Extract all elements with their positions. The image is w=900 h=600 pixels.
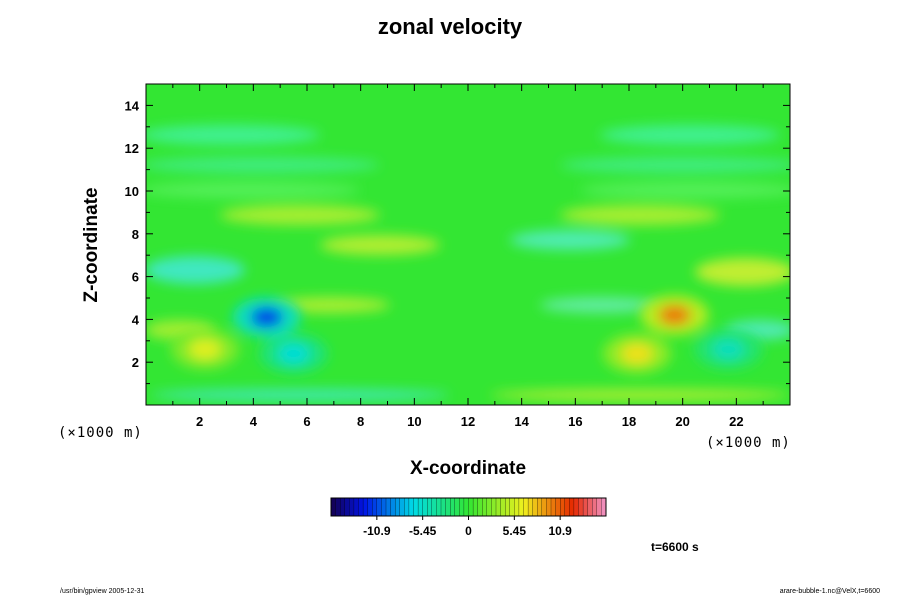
- y-tick-label: 10: [125, 184, 139, 199]
- x-tick-label: 2: [196, 414, 203, 429]
- colorbar-cell: [436, 497, 442, 517]
- colorbar-cell: [514, 497, 520, 517]
- velocity-feature: [250, 307, 283, 328]
- colorbar-cell: [463, 497, 469, 517]
- field-texture: [146, 125, 790, 401]
- colorbar-cell: [555, 497, 561, 517]
- footer-command: /usr/bin/gpview 2005-12-31: [60, 588, 145, 595]
- colorbar-cell: [459, 497, 465, 517]
- velocity-feature: [712, 339, 745, 360]
- colorbar-cell: [358, 497, 364, 517]
- y-tick-label: 4: [132, 312, 140, 327]
- colorbar-cell: [450, 497, 456, 517]
- velocity-feature: [189, 339, 222, 360]
- colorbar-cell: [491, 497, 497, 517]
- colorbar-cell: [500, 497, 506, 517]
- footer-source: arare-bubble-1.nc@VelX,t=6600: [779, 588, 880, 595]
- colorbar-cell: [408, 497, 414, 517]
- x-tick-label: 14: [514, 414, 529, 429]
- colorbar-tick-label: 10.9: [548, 524, 572, 538]
- colorbar-cell: [541, 497, 547, 517]
- colorbar-cell: [596, 497, 602, 517]
- colorbar-cell: [349, 497, 355, 517]
- x-tick-label: 20: [675, 414, 689, 429]
- y-tick-label: 2: [132, 355, 139, 370]
- y-axis-label: Z-coordinate: [81, 187, 102, 303]
- x-tick-label: 6: [303, 414, 310, 429]
- colorbar-cell: [413, 497, 419, 517]
- x-tick-label: 4: [250, 414, 258, 429]
- colorbar-cell: [330, 497, 337, 517]
- x-tick-label: 10: [407, 414, 421, 429]
- y-tick-label: 14: [125, 98, 140, 113]
- y-tick-label: 12: [125, 141, 139, 156]
- colorbar-cell: [523, 497, 529, 517]
- velocity-feature: [621, 343, 654, 364]
- colorbar-cell: [431, 497, 437, 517]
- colorbar-cell: [372, 497, 378, 517]
- colorbar-cell: [417, 497, 424, 517]
- colorbar-cell: [390, 497, 396, 517]
- colorbar-cell: [344, 497, 350, 517]
- colorbar-cell: [427, 497, 433, 517]
- velocity-feature: [658, 305, 691, 326]
- colorbar-cell: [367, 497, 373, 517]
- colorbar-tick-label: -10.9: [363, 524, 391, 538]
- colorbar-cell: [486, 497, 492, 517]
- colorbar-cell: [550, 497, 557, 517]
- colorbar-cell: [454, 497, 460, 517]
- colorbar-cell: [399, 497, 405, 517]
- colorbar-cell: [376, 497, 382, 517]
- colorbar-cell: [404, 497, 410, 517]
- colorbar-cell: [440, 497, 447, 517]
- colorbar-cell: [564, 497, 570, 517]
- x-unit-label: (×1000 m): [706, 435, 791, 451]
- x-tick-label: 22: [729, 414, 743, 429]
- time-label: t=6600 s: [651, 540, 699, 554]
- x-tick-label: 8: [357, 414, 364, 429]
- colorbar-cell: [592, 497, 598, 517]
- colorbar-cell: [340, 497, 346, 517]
- colorbar-cell: [587, 497, 593, 517]
- colorbar-cell: [395, 497, 401, 517]
- x-axis-label: X-coordinate: [409, 458, 527, 479]
- colorbar-cell: [569, 497, 575, 517]
- x-tick-label: 16: [568, 414, 582, 429]
- colorbar-tick-label: 5.45: [503, 524, 527, 538]
- colorbar-cell: [532, 497, 538, 517]
- colorbar-cell: [477, 497, 483, 517]
- colorbar-cell: [422, 497, 428, 517]
- colorbar-tick-label: 0: [465, 524, 472, 538]
- velocity-feature: [277, 343, 310, 364]
- colorbar-cell: [578, 497, 584, 517]
- colorbar-cell: [509, 497, 515, 517]
- colorbar-cell: [472, 497, 479, 517]
- colorbar-cell: [335, 497, 341, 517]
- colorbar-cell: [495, 497, 502, 517]
- colorbar-cell: [362, 497, 369, 517]
- colorbar-cell: [546, 497, 552, 517]
- colorbar-tick-label: -5.45: [409, 524, 437, 538]
- colorbar-cell: [537, 497, 543, 517]
- colorbar-cell: [482, 497, 488, 517]
- y-tick-label: 8: [132, 227, 139, 242]
- colorbar-cell: [560, 497, 566, 517]
- colorbar-cell: [527, 497, 534, 517]
- colorbar-cell: [518, 497, 524, 517]
- colorbar-cell: [582, 497, 589, 517]
- colorbar-cell: [381, 497, 387, 517]
- y-unit-label: (×1000 m): [58, 425, 143, 441]
- colorbar-cell: [385, 497, 392, 517]
- x-tick-label: 12: [461, 414, 475, 429]
- colorbar-cell: [445, 497, 451, 517]
- x-tick-label: 18: [622, 414, 636, 429]
- colorbar-cell: [505, 497, 511, 517]
- y-tick-label: 6: [132, 270, 139, 285]
- colorbar-cell: [573, 497, 579, 517]
- colorbar-cell: [353, 497, 359, 517]
- chart-title: zonal velocity: [377, 14, 523, 39]
- colorbar-cell: [468, 497, 474, 517]
